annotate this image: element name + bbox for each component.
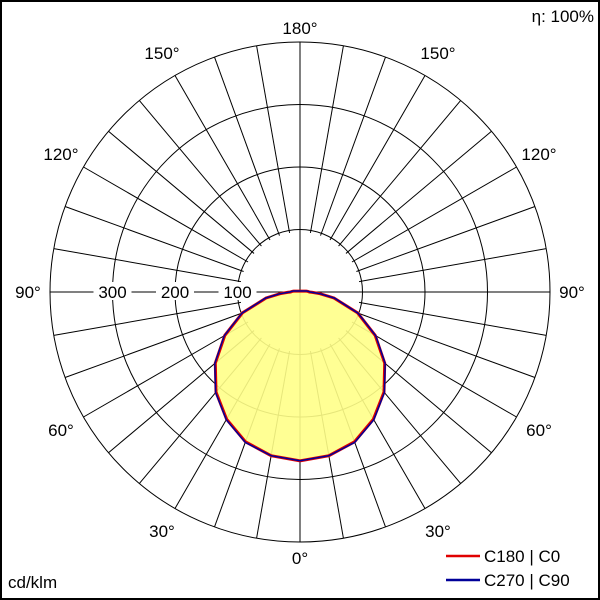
angle-label-group: 0° 30° 30° 60° 60° 90° 90° 120° 120° 150° 150° 180° xyxy=(15,19,585,568)
grid-spoke-220 xyxy=(138,100,262,247)
grid-spoke-290 xyxy=(64,312,244,378)
grid-spoke-160 xyxy=(320,56,386,236)
grid-spoke-140 xyxy=(338,100,462,247)
grid-spoke-80 xyxy=(359,301,547,336)
radial-label-100: 100 xyxy=(223,283,251,302)
angle-label-150-right: 150° xyxy=(420,44,455,63)
grid-spoke-120 xyxy=(351,166,517,263)
grid-spoke-70 xyxy=(356,312,536,378)
grid-spoke-300 xyxy=(83,321,249,418)
angle-label-30-left: 30° xyxy=(149,522,175,541)
grid-spoke-60 xyxy=(351,321,517,418)
grid-spoke-260 xyxy=(53,248,241,283)
grid-spoke-170 xyxy=(309,45,344,233)
curve-c180-c0 xyxy=(213,289,387,463)
legend-label-c180-c0: C180 | C0 xyxy=(484,547,560,566)
angle-label-120-left: 120° xyxy=(43,145,78,164)
radial-label-300: 300 xyxy=(98,283,126,302)
curve-group xyxy=(213,289,387,463)
radial-label-bg-100 xyxy=(218,282,257,300)
grid-spoke-250 xyxy=(64,206,244,272)
legend-label-c270-c90: C270 | C90 xyxy=(484,571,570,590)
radial-label-bg-300 xyxy=(93,282,132,300)
grid-spoke-100 xyxy=(359,248,547,283)
unit-label: cd/klm xyxy=(8,573,57,592)
radial-label-200: 200 xyxy=(161,283,189,302)
angle-label-90-right: 90° xyxy=(559,283,585,302)
angle-label-60-left: 60° xyxy=(48,421,74,440)
angle-label-150-left: 150° xyxy=(144,44,179,63)
grid-spoke-200 xyxy=(214,56,280,236)
radial-label-bg-200 xyxy=(156,282,194,300)
grid-spoke-110 xyxy=(356,206,536,272)
efficiency-label: η: 100% xyxy=(532,7,594,26)
grid-spoke-190 xyxy=(256,45,291,233)
grid-spoke-230 xyxy=(108,130,255,254)
grid-spoke-210 xyxy=(174,75,271,241)
angle-label-60-right: 60° xyxy=(526,421,552,440)
angle-label-90-left: 90° xyxy=(15,283,41,302)
angle-label-180-right: 180° xyxy=(282,19,317,38)
grid-spoke-280 xyxy=(53,301,241,336)
grid-spoke-150 xyxy=(329,75,426,241)
curve-c270-c90 xyxy=(214,290,386,462)
angle-label-30-right: 30° xyxy=(425,522,451,541)
angle-label-0-right: 0° xyxy=(292,549,308,568)
angle-label-120-right: 120° xyxy=(521,145,556,164)
radial-label-group: 100 200 300 xyxy=(93,282,257,302)
legend: C180 | C0 C270 | C90 xyxy=(446,547,570,590)
grid-spoke-130 xyxy=(345,130,492,254)
grid-spoke-240 xyxy=(83,166,249,263)
